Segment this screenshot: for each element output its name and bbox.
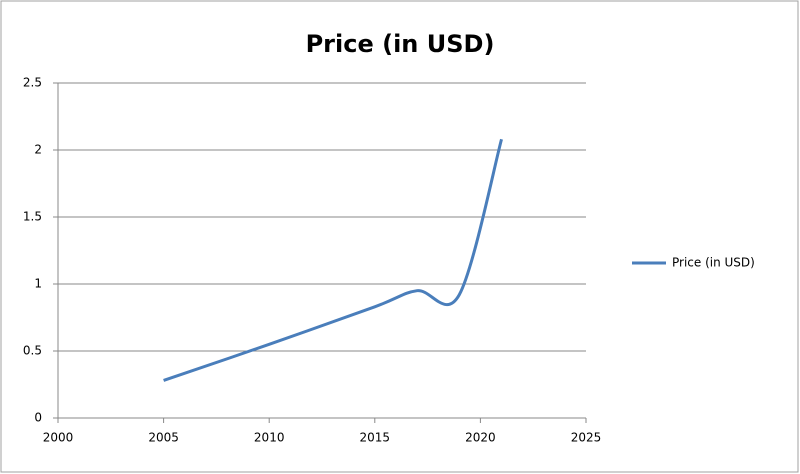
line-series (163, 138, 503, 382)
y-tick-label: 1.5 (23, 210, 42, 224)
x-tick-label: 2005 (148, 431, 179, 445)
legend-label: Price (in USD) (672, 256, 755, 270)
chart-title: Price (in USD) (306, 30, 495, 58)
y-tick-label: 2 (34, 143, 42, 157)
y-tick-label: 0 (34, 411, 42, 425)
x-tick-label: 2000 (43, 431, 74, 445)
y-tick-label: 2.5 (23, 76, 42, 90)
x-tick-label: 2015 (360, 431, 391, 445)
y-tick-label: 0.5 (23, 344, 42, 358)
x-tick-label: 2020 (465, 431, 496, 445)
x-tick-label: 2010 (254, 431, 285, 445)
y-tick-label: 1 (34, 277, 42, 291)
x-tick-label: 2025 (571, 431, 602, 445)
